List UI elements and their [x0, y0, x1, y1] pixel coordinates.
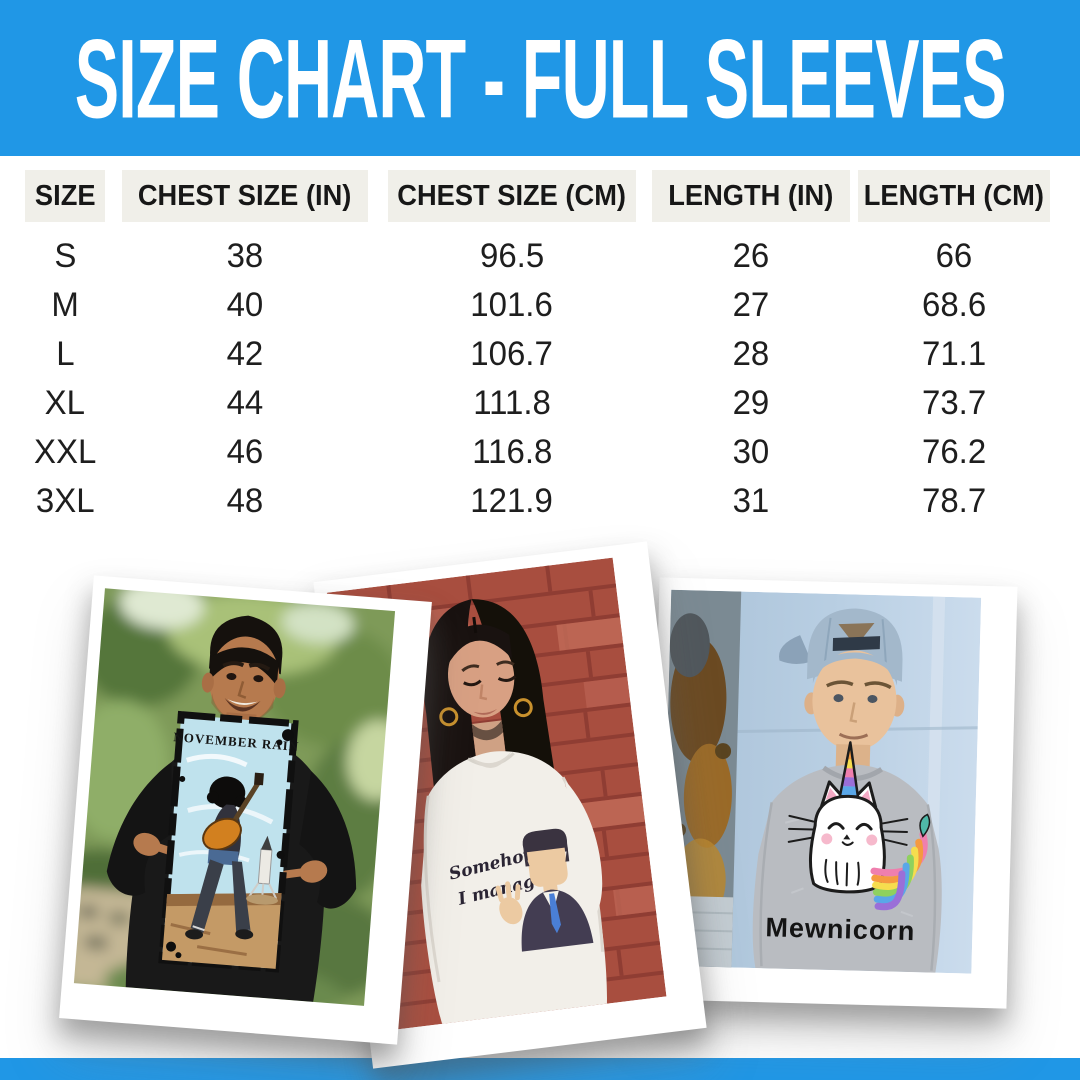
table-cell: 28: [732, 335, 770, 373]
table-cell: 31: [732, 482, 770, 520]
model-man-2: Mewnicorn: [752, 608, 942, 973]
model-woman: Somehow, I manage: [421, 599, 607, 1024]
column-header-length-in: LENGTH (IN): [652, 170, 850, 222]
table-row: XXL 46 116.8 30 76.2: [0, 428, 1080, 477]
photo-black-tshirt-illustration: NOVEMBER RAIN: [73, 588, 396, 1006]
banner: SIZE CHART - FULL SLEEVES: [0, 0, 1080, 156]
table-cell: 48: [226, 482, 264, 520]
table-cell: 42: [226, 335, 264, 373]
table-cell: 101.6: [470, 286, 554, 324]
size-table: SIZE CHEST SIZE (IN) CHEST SIZE (CM) LEN…: [0, 170, 1080, 526]
table-row: L 42 106.7 28 71.1: [0, 330, 1080, 379]
photo-grey-tshirt: Mewnicorn: [648, 577, 1018, 1009]
table-cell: 68.6: [921, 286, 987, 324]
rainbow-tail: [870, 813, 931, 911]
column-header-size: SIZE: [25, 170, 105, 222]
table-cell: 73.7: [921, 384, 987, 422]
table-cell: 3XL: [35, 482, 95, 520]
table-row: S 38 96.5 26 66: [0, 232, 1080, 281]
photo-black-tshirt: NOVEMBER RAIN: [59, 575, 432, 1045]
table-row: XL 44 111.8 29 73.7: [0, 379, 1080, 428]
table-cell: 29: [732, 384, 770, 422]
column-header-chest-cm: CHEST SIZE (CM): [388, 170, 636, 222]
table-row: 3XL 48 121.9 31 78.7: [0, 477, 1080, 526]
office-manager-figure: [495, 828, 594, 952]
table-cell: L: [55, 335, 75, 373]
table-cell: XL: [44, 384, 86, 422]
table-cell: 46: [226, 433, 264, 471]
november-rain-print: NOVEMBER RAIN: [158, 710, 300, 973]
table-cell: 40: [226, 286, 264, 324]
column-header-length-cm: LENGTH (CM): [858, 170, 1050, 222]
table-cell: 30: [732, 433, 770, 471]
table-cell: 121.9: [470, 482, 554, 520]
table-header-row: SIZE CHEST SIZE (IN) CHEST SIZE (CM) LEN…: [0, 170, 1080, 222]
table-cell: 66: [935, 237, 973, 275]
table-cell: XXL: [33, 433, 97, 471]
photo-white-tshirt-illustration: Somehow, I manage: [326, 557, 667, 1032]
page-title: SIZE CHART - FULL SLEEVES: [74, 14, 1007, 142]
table-cell: S: [53, 237, 77, 275]
table-cell: 71.1: [921, 335, 987, 373]
column-header-chest-in: CHEST SIZE (IN): [122, 170, 368, 222]
print-title-text: Mewnicorn: [765, 912, 916, 946]
table-cell: 111.8: [473, 384, 551, 422]
table-cell: 27: [732, 286, 770, 324]
table-cell: 96.5: [479, 237, 545, 275]
rocket-drawing: [246, 835, 278, 905]
photo-white-tshirt: Somehow, I manage: [313, 541, 707, 1069]
table-row: M 40 101.6 27 68.6: [0, 281, 1080, 330]
table-cell: 76.2: [921, 433, 987, 471]
table-cell: M: [51, 286, 79, 324]
table-cell: 116.8: [471, 433, 553, 471]
model-man-1: NOVEMBER RAIN: [106, 615, 357, 1002]
table-cell: 44: [226, 384, 264, 422]
photo-grey-tshirt-illustration: Mewnicorn: [661, 589, 982, 974]
table-cell: 106.7: [470, 335, 554, 373]
mewnicorn-print: Mewnicorn: [765, 741, 931, 946]
bottom-accent-bar: [0, 1058, 1080, 1080]
table-cell: 26: [732, 237, 770, 275]
table-cell: 38: [226, 237, 264, 275]
table-cell: 78.7: [921, 482, 987, 520]
